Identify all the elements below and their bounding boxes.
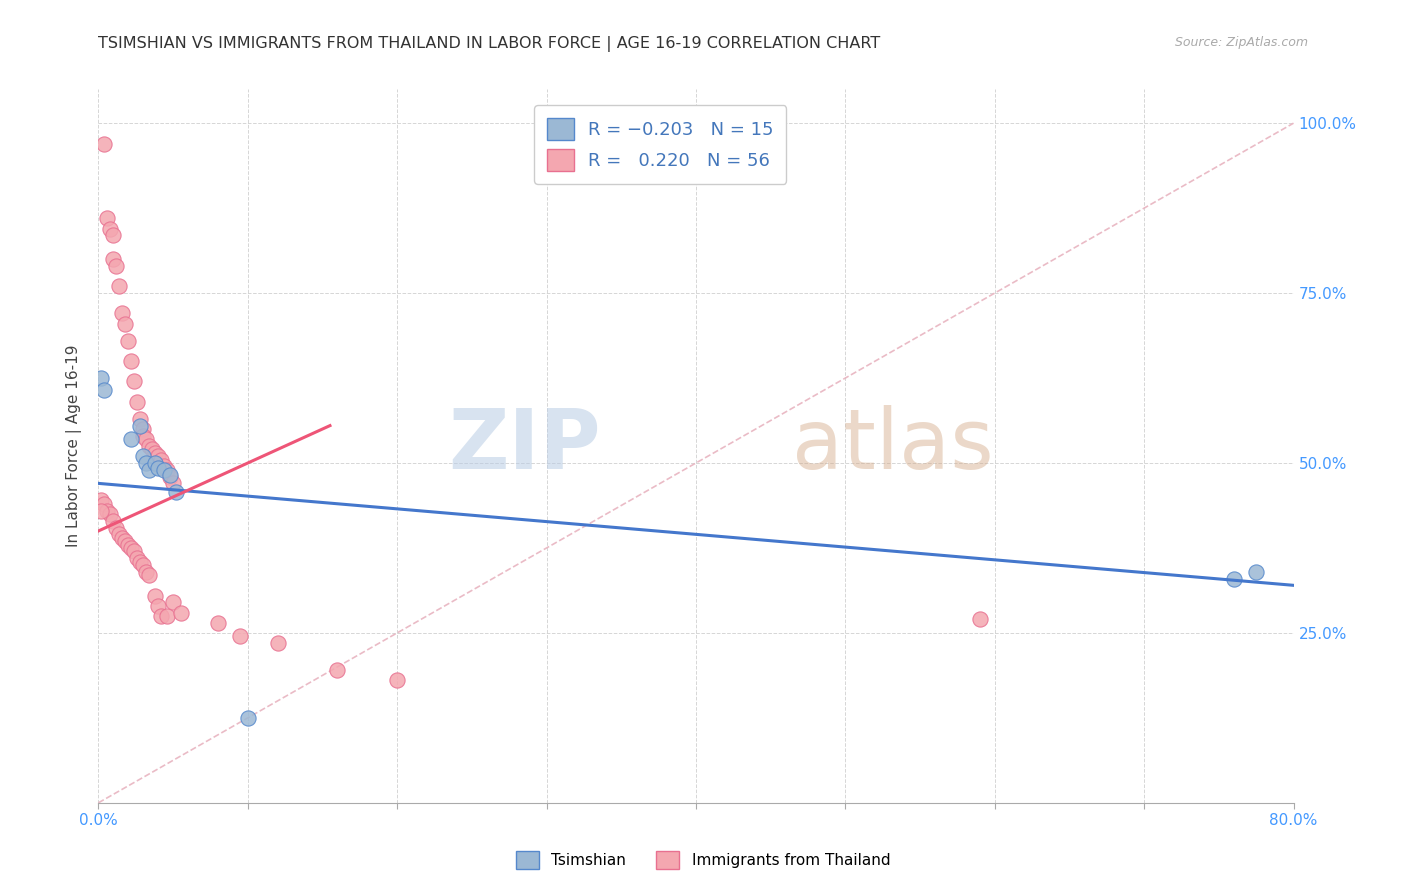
Point (111, 306, 134, 320)
Point (135, 456, 157, 470)
Point (207, 615, 229, 630)
Point (129, 555, 152, 569)
Point (105, 259, 128, 273)
Point (98, 507, 122, 521)
Point (96, 503, 118, 517)
Point (156, 463, 179, 477)
Point (90, 371, 112, 385)
Point (153, 459, 176, 474)
Point (117, 537, 139, 551)
Point (153, 463, 176, 477)
Point (117, 334, 139, 348)
Point (93, 383, 115, 397)
Point (148, 461, 170, 475)
Point (114, 534, 136, 549)
Point (156, 608, 179, 623)
Point (129, 418, 152, 433)
Point (108, 527, 131, 541)
Point (127, 394, 149, 409)
Text: atlas: atlas (792, 406, 993, 486)
Point (267, 636, 290, 650)
Point (159, 469, 181, 483)
Point (159, 468, 181, 483)
Y-axis label: In Labor Force | Age 16-19: In Labor Force | Age 16-19 (66, 344, 83, 548)
Text: TSIMSHIAN VS IMMIGRANTS FROM THAILAND IN LABOR FORCE | AGE 16-19 CORRELATION CHA: TSIMSHIAN VS IMMIGRANTS FROM THAILAND IN… (98, 36, 880, 52)
Legend: R = −0.203   N = 15, R =   0.220   N = 56: R = −0.203 N = 15, R = 0.220 N = 56 (534, 105, 786, 184)
Point (93, 497, 115, 511)
Point (138, 568, 160, 582)
Point (138, 439, 160, 453)
Point (120, 541, 142, 555)
Point (135, 432, 157, 446)
Point (132, 429, 155, 443)
Point (132, 422, 155, 436)
Point (111, 531, 134, 545)
Point (90, 503, 112, 517)
Point (148, 449, 170, 463)
Point (148, 599, 170, 613)
Point (114, 317, 136, 331)
Point (969, 612, 991, 626)
Point (103, 228, 125, 243)
Point (132, 449, 155, 463)
Point (141, 442, 163, 457)
Point (96, 211, 118, 226)
Point (162, 595, 184, 609)
Point (105, 520, 128, 534)
Point (143, 446, 166, 460)
Point (150, 608, 173, 623)
Point (129, 412, 152, 426)
Legend: Tsimshian, Immigrants from Thailand: Tsimshian, Immigrants from Thailand (510, 845, 896, 875)
Point (103, 514, 125, 528)
Point (120, 354, 142, 368)
Point (1223, 572, 1246, 586)
Point (135, 565, 157, 579)
Point (326, 663, 349, 677)
Point (165, 484, 187, 499)
Text: Source: ZipAtlas.com: Source: ZipAtlas.com (1174, 36, 1308, 49)
Point (1244, 565, 1267, 579)
Point (385, 673, 409, 688)
Point (124, 544, 146, 558)
Point (143, 456, 166, 470)
Point (120, 432, 142, 446)
Point (90, 493, 112, 508)
Point (236, 711, 259, 725)
Point (124, 375, 146, 389)
Point (132, 558, 155, 572)
Point (229, 629, 252, 643)
Point (150, 452, 173, 467)
Point (98, 221, 122, 235)
Point (143, 589, 166, 603)
Text: ZIP: ZIP (449, 406, 600, 486)
Point (169, 606, 191, 620)
Point (162, 476, 184, 491)
Point (108, 279, 131, 293)
Point (127, 551, 149, 566)
Point (103, 252, 125, 266)
Point (93, 136, 115, 151)
Point (138, 463, 160, 477)
